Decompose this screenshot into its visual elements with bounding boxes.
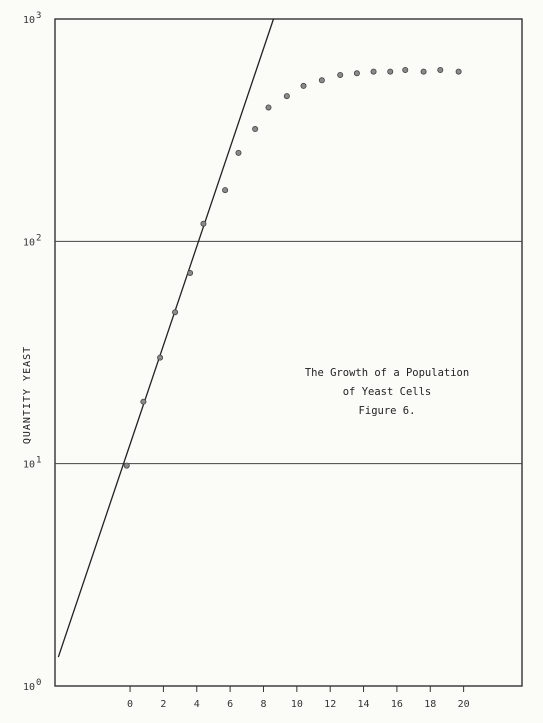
- x-tick-label: 4: [194, 699, 200, 710]
- y-tick-label: 10: [23, 237, 35, 248]
- x-tick-label: 10: [291, 699, 303, 710]
- y-tick-exponent: 2: [36, 233, 41, 243]
- data-point: [318, 77, 325, 84]
- y-tick-label: 10: [23, 682, 35, 693]
- x-tick-label: 16: [391, 699, 403, 710]
- data-point: [353, 70, 360, 77]
- data-point: [337, 71, 344, 78]
- x-tick-label: 12: [324, 699, 336, 710]
- data-point: [222, 187, 229, 194]
- data-point: [437, 66, 444, 73]
- fit-line-group: [57, 18, 275, 658]
- data-point: [455, 68, 462, 75]
- x-tick-label: 6: [227, 699, 233, 710]
- data-point: [420, 68, 427, 75]
- x-tick-label: 18: [424, 699, 436, 710]
- y-axis-label: QUANTITY YEAST: [22, 346, 33, 444]
- x-tick-label: 14: [358, 699, 370, 710]
- data-point: [283, 93, 290, 100]
- plot-frame: [54, 18, 523, 687]
- y-tick-label: 10: [23, 15, 35, 26]
- annotation-line: of Yeast Cells: [343, 386, 432, 398]
- y-tick-exponent: 0: [36, 678, 41, 688]
- data-point: [265, 104, 272, 111]
- x-tick-label: 2: [160, 699, 166, 710]
- data-point: [157, 354, 164, 361]
- gridlines: [55, 240, 522, 465]
- y-tick-label: 10: [23, 460, 35, 471]
- data-point: [172, 309, 179, 316]
- data-point: [123, 462, 130, 469]
- data-point: [252, 126, 259, 133]
- data-point: [370, 68, 377, 75]
- x-tick-label: 0: [127, 699, 133, 710]
- data-point: [402, 66, 409, 73]
- y-tick-exponent: 3: [36, 11, 41, 21]
- data-point: [140, 398, 147, 405]
- annotation-line: Figure 6.: [359, 405, 416, 417]
- data-point: [387, 68, 394, 75]
- data-point: [235, 149, 242, 156]
- x-axis-ticks: 0 2 4 6 8 10 12 14 16 18 20: [127, 686, 470, 710]
- x-tick-label: 8: [260, 699, 266, 710]
- data-points: [123, 66, 462, 469]
- data-point: [300, 82, 307, 89]
- data-point: [200, 220, 207, 227]
- x-tick-label: 20: [458, 699, 470, 710]
- chart-annotation: The Growth of a Population of Yeast Cells…: [305, 367, 469, 417]
- data-point: [187, 270, 194, 277]
- fit-line: [57, 18, 275, 658]
- y-tick-exponent: 1: [36, 456, 41, 466]
- annotation-line: The Growth of a Population: [305, 367, 469, 379]
